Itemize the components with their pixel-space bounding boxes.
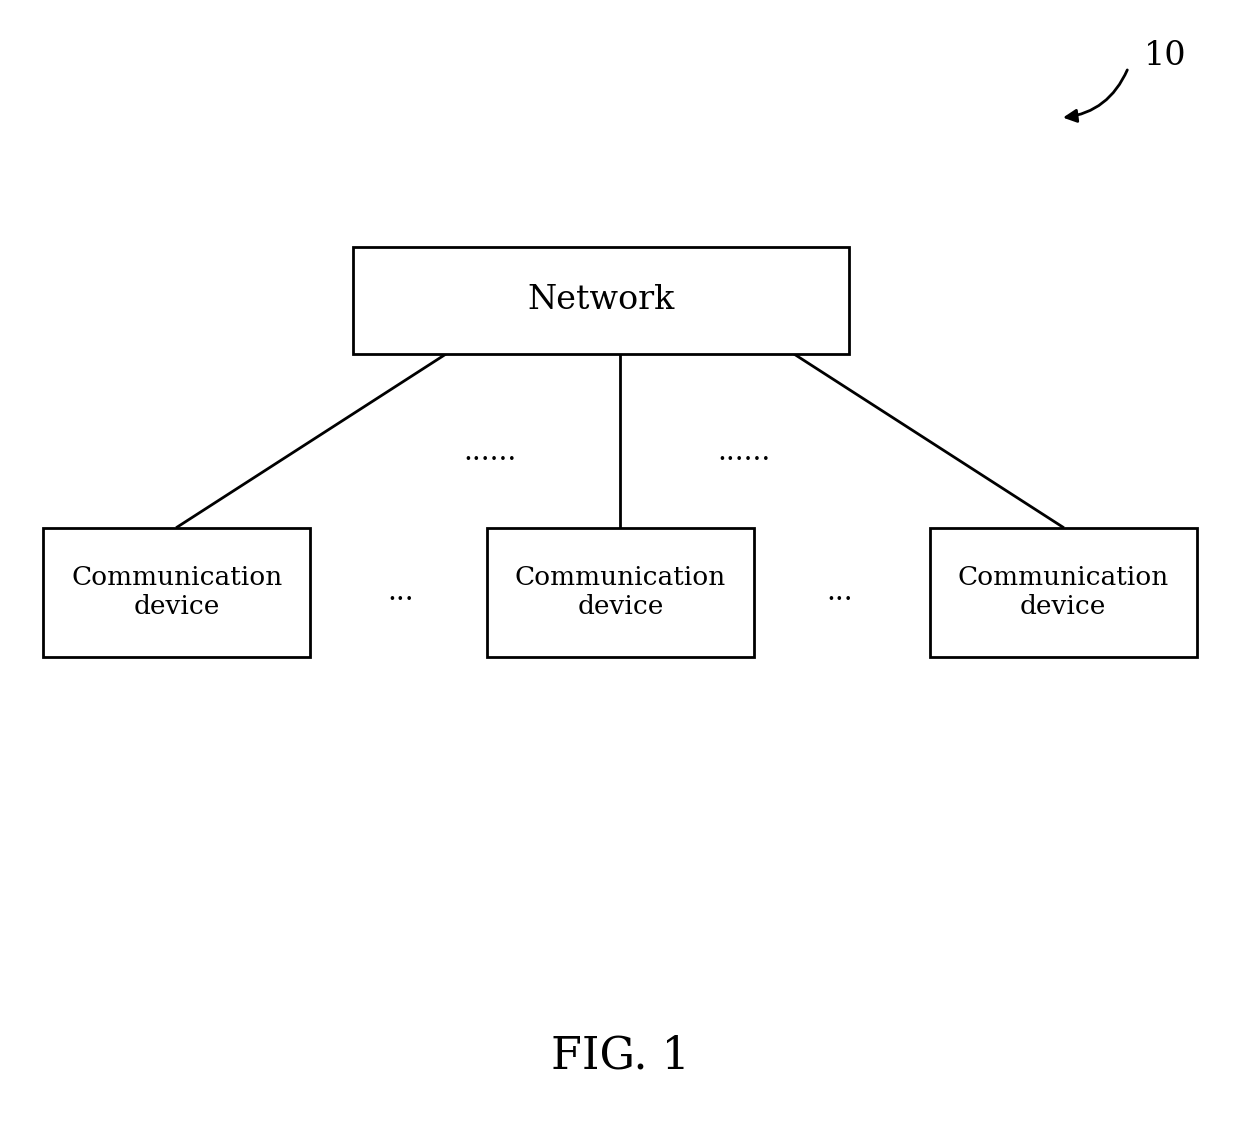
Text: Communication
device: Communication device bbox=[71, 565, 283, 620]
Text: ...: ... bbox=[387, 579, 414, 606]
Bar bbox=[353, 247, 849, 354]
Text: ......: ...... bbox=[718, 439, 770, 466]
Text: Communication
device: Communication device bbox=[515, 565, 727, 620]
Text: ......: ...... bbox=[464, 439, 516, 466]
Text: FIG. 1: FIG. 1 bbox=[551, 1034, 689, 1077]
Text: Network: Network bbox=[528, 284, 675, 317]
FancyArrowPatch shape bbox=[1066, 70, 1127, 121]
Bar bbox=[930, 528, 1197, 657]
Bar bbox=[487, 528, 754, 657]
Text: 10: 10 bbox=[1145, 40, 1187, 72]
Text: ...: ... bbox=[826, 579, 853, 606]
Bar bbox=[43, 528, 310, 657]
Text: Communication
device: Communication device bbox=[957, 565, 1169, 620]
